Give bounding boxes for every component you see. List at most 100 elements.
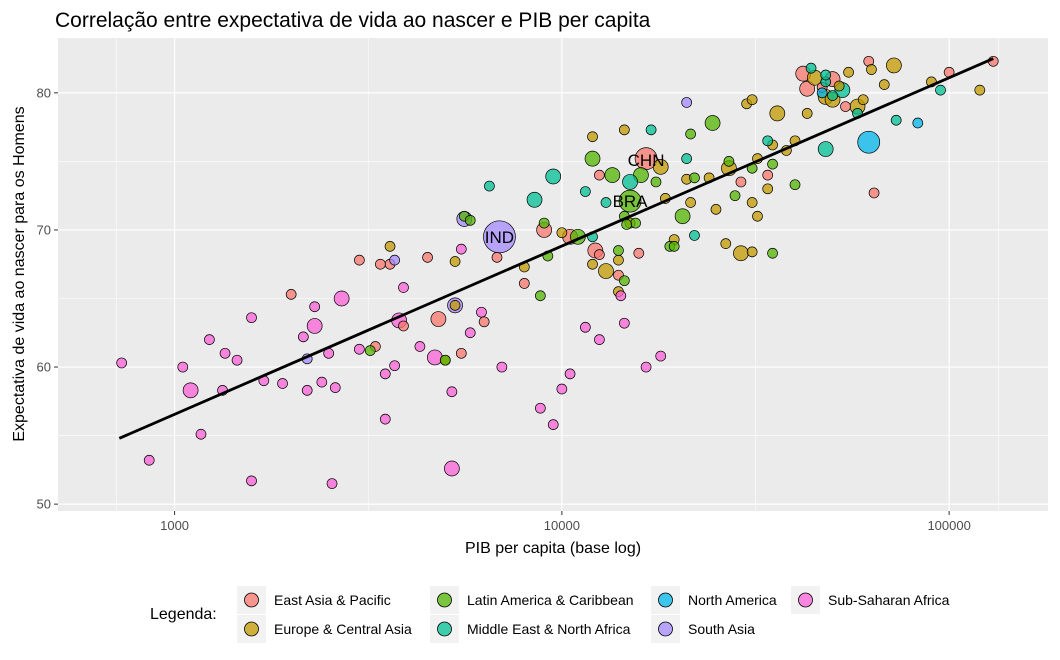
data-point: [729, 190, 741, 202]
data-point: [444, 460, 460, 477]
data-point: [840, 101, 851, 112]
legend: Legenda: East Asia & Pacific Europe & Cen…: [150, 586, 950, 643]
data-point: [219, 347, 231, 359]
legend-key: [244, 592, 259, 608]
point-label: IND: [485, 228, 514, 247]
data-point: [827, 90, 838, 101]
data-point: [746, 94, 758, 106]
data-point: [375, 258, 386, 270]
data-point: [538, 217, 550, 229]
data-point: [789, 179, 801, 191]
data-point: [143, 454, 155, 466]
data-point: [545, 168, 562, 185]
data-point: [518, 278, 530, 289]
data-point: [398, 282, 409, 293]
data-point: [354, 343, 365, 355]
data-point: [769, 105, 786, 122]
data-point: [379, 413, 391, 425]
data-point: [246, 475, 257, 487]
y-axis-title: Expectativa de vida ao nascer para os Ho…: [11, 106, 28, 441]
y-tick-label: 50: [37, 497, 51, 512]
data-point: [767, 247, 778, 259]
data-point: [309, 301, 321, 313]
data-point: [762, 135, 774, 147]
data-point: [301, 385, 313, 396]
data-point: [580, 321, 591, 333]
data-point: [389, 360, 400, 372]
legend-label: North America: [688, 592, 777, 608]
data-point: [816, 87, 828, 99]
data-point: [820, 69, 832, 81]
data-point: [618, 189, 642, 213]
data-point: [496, 361, 508, 373]
data-point: [600, 197, 612, 208]
data-point: [912, 117, 924, 129]
minor-gridlines: [58, 38, 1048, 511]
data-point: [752, 210, 763, 222]
data-point: [231, 354, 243, 366]
data-point: [668, 241, 680, 252]
data-point: [547, 419, 559, 430]
data-point: [799, 80, 816, 97]
data-point: [767, 158, 778, 170]
data-point: [484, 180, 495, 192]
data-point: [277, 378, 288, 389]
legend-key: [798, 592, 813, 608]
data-point: [427, 349, 443, 366]
y-tick-label: 70: [37, 222, 51, 237]
data-point: [613, 245, 624, 256]
data-point: [619, 317, 630, 329]
data-point: [681, 153, 692, 164]
data-point: [598, 263, 614, 279]
data-point: [329, 382, 341, 393]
point-labels: CHN BRA IND: [485, 151, 665, 247]
data-point: [720, 238, 732, 250]
data-point: [615, 290, 627, 302]
data-point: [681, 97, 692, 108]
y-tick-label: 80: [37, 85, 51, 100]
data-point: [817, 141, 834, 157]
data-point: [414, 341, 426, 352]
point-label: BRA: [613, 192, 649, 211]
data-point: [195, 428, 207, 440]
data-point: [685, 128, 696, 140]
trend-line: [118, 57, 994, 440]
data-point: [478, 316, 490, 328]
data-point: [449, 299, 461, 311]
x-tick-label: 100000: [927, 518, 970, 533]
data-point: [805, 62, 817, 74]
data-point: [306, 318, 323, 334]
data-point: [843, 66, 854, 78]
data-point: [762, 183, 774, 195]
data-point: [455, 243, 467, 255]
data-point: [594, 334, 605, 345]
data-point: [364, 345, 376, 356]
data-point: [833, 80, 845, 92]
axes: 1000 10000 100000 50 60 70 80: [37, 85, 971, 533]
data-point: [177, 361, 189, 373]
data-point: [935, 84, 946, 96]
x-tick-label: 10000: [544, 518, 580, 533]
data-point: [689, 230, 700, 241]
data-point: [746, 246, 758, 258]
data-point: [613, 254, 624, 266]
legend-label: Latin America & Caribbean: [467, 592, 634, 608]
data-point: [285, 289, 297, 300]
data-point: [398, 320, 409, 332]
data-point: [526, 191, 543, 208]
data-point: [455, 347, 467, 359]
data-point: [594, 249, 605, 260]
data-point: [464, 214, 476, 226]
data-point: [446, 386, 458, 398]
legend-label: East Asia & Pacific: [274, 592, 391, 608]
data-point: [633, 247, 645, 259]
data-point: [316, 376, 328, 388]
data-point: [556, 383, 568, 395]
legend-label: Europe & Central Asia: [274, 621, 412, 637]
data-point: [584, 150, 601, 167]
data-point: [868, 187, 880, 199]
data-point: [857, 94, 869, 106]
data-point: [630, 217, 641, 229]
data-point: [886, 57, 902, 74]
data-point: [619, 275, 630, 287]
